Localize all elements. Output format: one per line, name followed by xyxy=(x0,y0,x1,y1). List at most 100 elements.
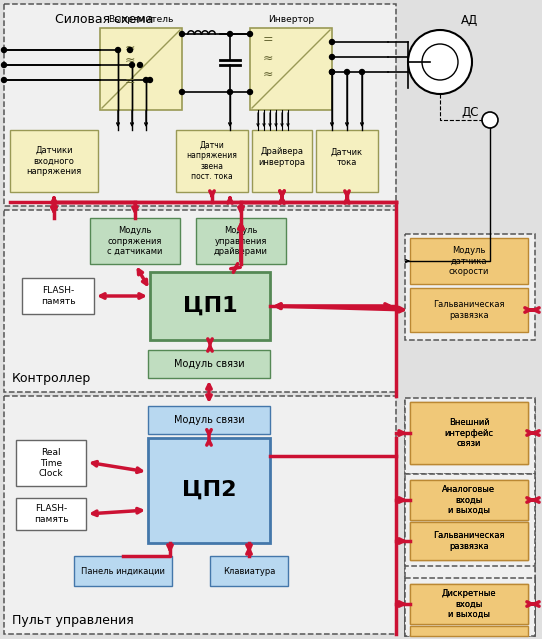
Bar xyxy=(410,402,528,464)
Text: Датчик
тока: Датчик тока xyxy=(331,148,363,167)
Circle shape xyxy=(228,31,233,36)
Text: Гальваническая
развязка: Гальваническая развязка xyxy=(433,531,505,551)
Bar xyxy=(4,396,396,634)
Text: ЦП1: ЦП1 xyxy=(183,296,237,316)
Bar xyxy=(405,582,535,634)
Text: ≈: ≈ xyxy=(263,68,273,81)
Bar xyxy=(90,218,180,264)
Bar xyxy=(405,234,535,340)
Bar xyxy=(176,130,248,192)
Bar xyxy=(405,474,535,566)
Text: АД: АД xyxy=(461,13,479,26)
Bar xyxy=(210,556,288,586)
Text: Внешний
интерфейс
связи: Внешний интерфейс связи xyxy=(444,418,494,448)
Text: Выпрямитель: Выпрямитель xyxy=(108,15,173,24)
Circle shape xyxy=(179,31,184,36)
Bar xyxy=(316,130,378,192)
Circle shape xyxy=(422,44,458,80)
Bar xyxy=(148,406,270,434)
Text: Силовая схема: Силовая схема xyxy=(55,13,153,26)
Bar xyxy=(405,478,535,580)
Bar xyxy=(405,584,535,636)
Text: =: = xyxy=(263,33,273,47)
Bar xyxy=(196,218,286,264)
Circle shape xyxy=(345,70,350,75)
Circle shape xyxy=(130,63,134,68)
Circle shape xyxy=(144,77,149,82)
Circle shape xyxy=(248,31,253,36)
Text: Дискретные
входы
и выходы: Дискретные входы и выходы xyxy=(442,589,496,619)
Text: Инвертор: Инвертор xyxy=(268,15,314,24)
Circle shape xyxy=(138,63,143,68)
Bar xyxy=(405,478,535,578)
Circle shape xyxy=(408,30,472,94)
Circle shape xyxy=(127,47,132,52)
Text: Модуль
сопряжения
с датчиками: Модуль сопряжения с датчиками xyxy=(107,226,163,256)
Bar xyxy=(10,130,98,192)
Circle shape xyxy=(330,70,334,75)
Bar xyxy=(16,498,86,530)
Bar xyxy=(100,28,182,110)
Text: Модуль
датчика
скорости: Модуль датчика скорости xyxy=(449,246,489,276)
Circle shape xyxy=(330,54,334,59)
Bar xyxy=(410,522,528,560)
Text: Гальваническая
развязка: Гальваническая развязка xyxy=(433,300,505,320)
Circle shape xyxy=(179,89,184,95)
Circle shape xyxy=(330,70,334,75)
Text: ≈: ≈ xyxy=(125,54,136,66)
Bar xyxy=(410,480,528,520)
Bar xyxy=(405,580,535,635)
Text: Панель индикации: Панель индикации xyxy=(81,567,165,576)
Text: FLASH-
память: FLASH- память xyxy=(41,286,75,305)
Bar xyxy=(410,626,528,636)
Bar xyxy=(405,400,535,474)
Bar xyxy=(150,272,270,340)
Text: Датчики
входного
напряжения: Датчики входного напряжения xyxy=(27,146,82,176)
Text: Гальваническая
развязка: Гальваническая развязка xyxy=(433,531,505,551)
Text: ≈: ≈ xyxy=(263,52,273,65)
Text: Аналоговые
входы
и выходы: Аналоговые входы и выходы xyxy=(442,485,495,515)
Bar xyxy=(410,402,528,464)
Text: Пульт управления: Пульт управления xyxy=(12,614,134,627)
Bar xyxy=(16,440,86,486)
Text: Аналоговые
входы
и выходы: Аналоговые входы и выходы xyxy=(442,485,495,515)
Bar xyxy=(410,238,528,284)
Bar xyxy=(405,398,535,474)
Text: Модуль связи: Модуль связи xyxy=(173,415,244,425)
Bar xyxy=(410,584,528,624)
Text: FLASH-
память: FLASH- память xyxy=(34,504,68,524)
Bar xyxy=(410,288,528,332)
Circle shape xyxy=(228,89,233,95)
Circle shape xyxy=(2,77,7,82)
Circle shape xyxy=(248,89,253,95)
Text: Дискретные
входы
и выходы: Дискретные входы и выходы xyxy=(442,589,496,619)
Bar xyxy=(22,278,94,314)
Text: Контроллер: Контроллер xyxy=(12,372,91,385)
Bar xyxy=(4,4,396,206)
Circle shape xyxy=(482,112,498,128)
Bar xyxy=(74,556,172,586)
Circle shape xyxy=(2,63,7,68)
Text: ≈: ≈ xyxy=(125,42,136,54)
Circle shape xyxy=(330,40,334,45)
Bar xyxy=(410,522,528,560)
Bar xyxy=(250,28,332,110)
Text: Клавиатура: Клавиатура xyxy=(223,567,275,576)
Bar xyxy=(410,584,528,624)
Text: =: = xyxy=(125,75,136,88)
Circle shape xyxy=(115,47,120,52)
Bar xyxy=(252,130,312,192)
Text: Внешний
интерфейс
связи: Внешний интерфейс связи xyxy=(444,418,494,448)
Text: ЦП2: ЦП2 xyxy=(182,480,236,500)
Circle shape xyxy=(2,47,7,52)
Bar xyxy=(148,350,270,378)
Circle shape xyxy=(147,77,152,82)
Text: ДС: ДС xyxy=(461,105,479,118)
Text: Real
Time
Clock: Real Time Clock xyxy=(38,448,63,478)
Text: Драйвера
инвертора: Драйвера инвертора xyxy=(259,148,306,167)
Bar xyxy=(4,210,396,392)
Circle shape xyxy=(359,70,365,75)
Text: Датчи
напряжения
звена
пост. тока: Датчи напряжения звена пост. тока xyxy=(186,141,237,181)
Text: Модуль
управления
драйверами: Модуль управления драйверами xyxy=(214,226,268,256)
Bar xyxy=(148,438,270,543)
